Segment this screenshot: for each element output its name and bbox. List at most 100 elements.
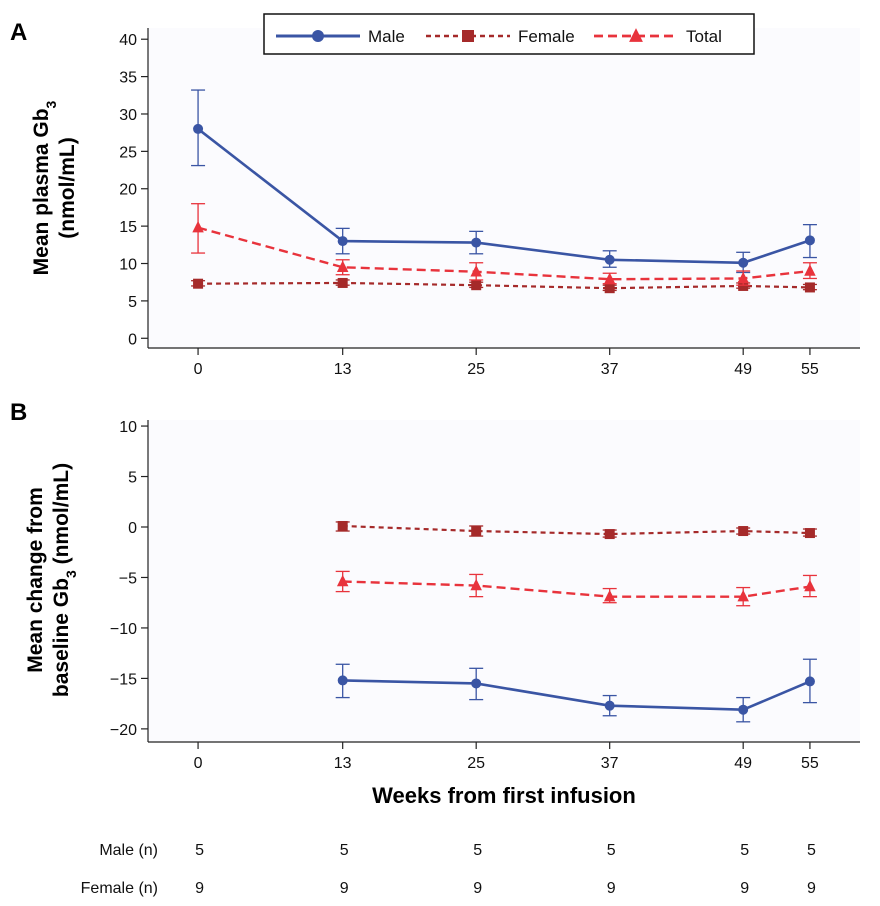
panel-b-y-title-line2: baseline Gb3 (nmol/mL) [50,463,79,697]
panel-a-y-tick-label: 35 [119,70,137,87]
panel-b-series-male [335,658,817,723]
panel-a-plot: 0 5 10 15 20 25 30 35 40 0 13 25 37 49 55 [119,28,860,378]
panel-b-y-axis-title: Mean change from baseline Gb3 (nmol/mL) [24,463,79,697]
n-table-cell: 9 [607,880,616,897]
n-table-cell: 9 [473,880,482,897]
panel-a-x-tick-label: 49 [734,361,752,378]
panel-a-female-point [604,283,615,294]
panel-b-total-point [603,589,616,602]
panel-b-x-tick-label: 0 [194,755,203,772]
legend-box [263,13,755,55]
panel-label-a: A [10,19,27,46]
panel-b-female-point [471,526,482,537]
legend-total-label: Total [686,27,722,46]
panel-a-male-point [804,235,815,246]
panel-a-y-tick-label: 5 [128,294,137,311]
panel-a-x-tick-label: 37 [601,361,619,378]
panel-b-female-point [738,526,749,537]
panel-b-x-tick-label: 25 [467,755,485,772]
panel-a-female-point [804,282,815,293]
panel-a-y-tick-label: 40 [119,32,137,49]
panel-a-y-tick-label: 30 [119,107,137,124]
legend-male-label: Male [368,27,405,46]
panel-b-x-tick-label: 37 [601,755,619,772]
n-table: Male (n) 5 5 5 5 5 5 Female (n) 9 9 9 9 9 9 [81,842,816,897]
panel-b-background [148,420,860,742]
panel-b-female-point [604,529,615,540]
n-table-cell: 5 [740,842,749,859]
panel-a-female-point [471,280,482,291]
panel-b-male-point [604,700,615,711]
panel-b-plot: −20 −15 −10 −5 0 5 10 0 13 25 37 49 55 [110,419,860,772]
legend-male-marker [312,30,324,42]
panel-a-x-tick-label: 13 [334,361,352,378]
panel-a-total-point [737,271,749,284]
n-table-cell: 9 [195,880,204,897]
n-table-cell: 9 [740,880,749,897]
legend-female-marker [462,30,474,42]
panel-a-male-line [197,127,811,265]
n-table-row-label: Male (n) [99,842,158,859]
panel-a-series-total [191,203,817,286]
panel-a-male-point [604,254,615,265]
legend-total-marker [629,28,643,42]
legend-item-female: Female [426,27,575,46]
legend-female-label: Female [518,27,575,46]
panel-b-male-point [804,676,815,687]
panel-a-series-male [191,89,817,274]
panel-b-male-point [471,678,482,689]
panel-a-y-axis-title: Mean plasma Gb3 (nmol/mL) [30,100,79,275]
panel-a-x-tick-label: 55 [801,361,819,378]
panel-a-total-line [197,226,811,281]
panel-b-x-tick-label: 49 [734,755,752,772]
panel-a-female-point [337,277,348,288]
panel-a-y-title-line1: Mean plasma Gb3 [30,100,59,275]
panel-b-x-tick-label: 55 [801,755,819,772]
n-table-cell: 9 [340,880,349,897]
panel-b-total-point [804,579,816,592]
panel-a-female-line [198,281,810,290]
panel-b-y-title-line1: Mean change from [24,487,47,673]
panel-a-y-tick-label: 10 [119,257,137,274]
panel-a-x-tick-label: 25 [467,361,485,378]
n-table-row: Male (n) 5 5 5 5 5 5 [99,842,816,859]
panel-a-y-tick-label: 0 [128,331,137,348]
panel-b-series-total [335,570,817,607]
panel-a-total-point [470,264,482,277]
panel-a-female-point [738,280,749,291]
panel-b-male-point [738,704,749,715]
panel-a-total-point [804,264,816,276]
panel-a-series-female [191,277,817,294]
panel-b-male-point [337,675,348,686]
panel-b-total-point [336,574,349,587]
panel-a-x-tick-label: 0 [194,361,203,378]
n-table-cell: 5 [195,842,204,859]
panel-b-female-point [337,520,348,531]
n-table-row-label: Female (n) [81,880,158,897]
panel-b-female-point [804,528,815,539]
panel-a-y-tick-label: 25 [119,144,137,161]
legend-item-male: Male [276,27,405,46]
panel-a-y-title-line2: (nmol/mL) [56,137,79,238]
panel-a-male-point [471,237,482,248]
panel-a-male-point [738,257,749,268]
panel-a-total-point [336,260,349,273]
panel-b-y-tick-label: 10 [119,419,137,436]
legend: Male Female Total [263,13,755,55]
legend-item-total: Total [594,27,722,46]
panel-b-y-tick-label: 0 [128,520,137,537]
x-axis-title: Weeks from first infusion [372,783,636,808]
panel-a-total-point [603,272,616,284]
n-table-cell: 5 [807,842,816,859]
n-table-cell: 5 [340,842,349,859]
panel-b-total-point [470,578,482,591]
panel-a-male-point [337,236,348,247]
n-table-cell: 9 [807,880,816,897]
panel-a-male-point [193,123,204,134]
n-table-row: Female (n) 9 9 9 9 9 9 [81,880,816,897]
panel-b-y-tick-label: 5 [128,470,137,487]
panel-a-female-point [193,278,204,289]
panel-a-total-point [192,220,204,233]
